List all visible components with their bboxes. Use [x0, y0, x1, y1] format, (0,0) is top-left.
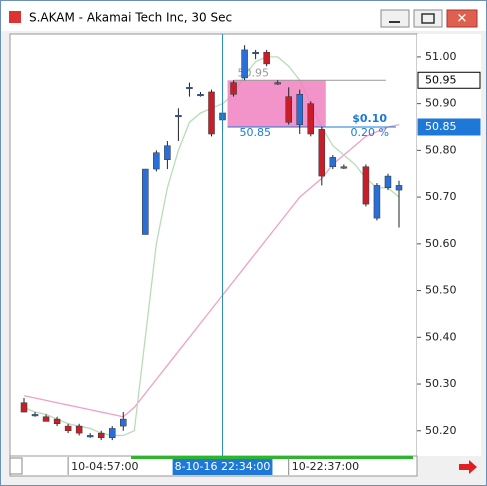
y-axis-area: [417, 34, 481, 456]
x-tick-label: 10-04:57:00: [71, 460, 138, 473]
y-tick-label: 50.30: [425, 377, 457, 390]
price-marker-label: 50.95: [425, 73, 457, 86]
y-tick-label: 50.60: [425, 237, 457, 250]
x-tick-label: 8-10-16 22:34:00: [175, 460, 271, 473]
maximize-button[interactable]: [413, 9, 443, 28]
candle-body: [120, 418, 127, 427]
candle-body: [395, 185, 403, 191]
candle-body: [175, 115, 182, 118]
svg-text:✕: ✕: [457, 12, 468, 27]
candle-body: [263, 51, 270, 65]
x-cursor-label-bg: [172, 459, 273, 475]
candle-body: [153, 152, 160, 170]
y-tick-label: 50.50: [425, 284, 457, 297]
candle-body: [307, 103, 315, 135]
candle-body: [64, 425, 72, 432]
candle-body: [86, 435, 94, 438]
scroll-box[interactable]: [9, 457, 23, 475]
candle-body: [274, 82, 281, 85]
minimize-button[interactable]: [380, 9, 410, 28]
y-tick-label: 50.70: [425, 190, 457, 203]
y-tick-label: 51.00: [425, 50, 457, 63]
candle-body: [384, 175, 392, 189]
candle-body: [340, 166, 348, 169]
candle-body: [318, 129, 326, 177]
candle-body: [373, 185, 381, 219]
scroll-arrow[interactable]: [459, 460, 477, 474]
candle-body: [252, 51, 259, 54]
measure-percent-label: 0.20 %: [351, 126, 389, 139]
measure-to-label: 50.85: [240, 126, 272, 139]
candle-body: [362, 166, 370, 205]
price-marker: [417, 71, 481, 89]
price-marker-label: 50.85: [425, 120, 457, 133]
close-button[interactable]: [446, 9, 478, 28]
candle-body: [197, 94, 204, 97]
y-tick-label: 50.20: [425, 424, 457, 437]
y-tick-label: 50.80: [425, 143, 457, 156]
candle-body: [230, 82, 237, 95]
app-icon: [9, 11, 21, 23]
candle-body: [53, 418, 61, 425]
window-title: S.AKAM - Akamai Tech Inc, 30 Sec: [29, 11, 232, 25]
candle-body: [164, 145, 171, 160]
candle-body: [296, 94, 303, 125]
x-tick-label: 10-22:37:00: [292, 460, 359, 473]
candle-body: [97, 432, 105, 439]
candle-body: [285, 96, 292, 123]
candle-body: [186, 87, 193, 90]
candle-body: [75, 425, 83, 434]
moving-average: [23, 124, 400, 418]
candle-body: [329, 157, 337, 167]
measure-change-label: $0.10: [352, 112, 387, 125]
price-marker: [417, 118, 481, 136]
candle-body: [142, 168, 149, 235]
y-tick-label: 50.90: [425, 97, 457, 110]
y-tick-label: 50.40: [425, 330, 457, 343]
candle-body: [42, 416, 50, 422]
scroll-range: [131, 456, 413, 459]
candle-body: [108, 428, 116, 439]
candle-body: [20, 402, 28, 413]
candle-body: [208, 91, 215, 135]
candle-body: [31, 414, 39, 417]
candle-body: [241, 49, 248, 79]
